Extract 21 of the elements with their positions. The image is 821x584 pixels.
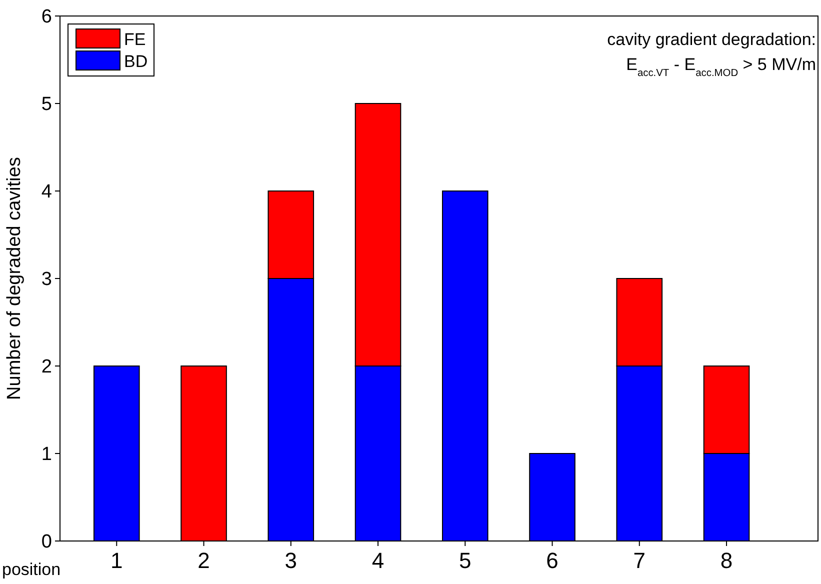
- x-tick-label: 3: [284, 548, 298, 573]
- x-tick-label: 5: [459, 548, 472, 573]
- annotation: E$_{acc.VT}$ - E$_{acc.MOD}$ > 5 MV/m: [626, 55, 816, 78]
- x-tick-label: 1: [110, 548, 123, 573]
- legend-label: FE: [124, 30, 146, 49]
- y-tick-label: 1: [41, 444, 52, 466]
- y-tick-label: 4: [41, 182, 52, 203]
- y-axis-title: Number of degraded cavities: [4, 157, 25, 400]
- x-tick-label: 2: [198, 548, 210, 573]
- y-tick-label: 3: [41, 269, 52, 290]
- x-axis-title: position: [2, 560, 61, 579]
- x-tick-label: 4: [372, 548, 384, 573]
- x-tick-label: 8: [720, 548, 733, 573]
- y-tick-label: 2: [41, 356, 52, 378]
- x-tick-label: 7: [633, 548, 646, 573]
- y-tick-label: 5: [41, 94, 52, 116]
- annotation: cavity gradient degradation:: [607, 30, 816, 49]
- x-tick-label: 6: [546, 548, 558, 573]
- y-tick-label: 0: [41, 532, 52, 553]
- legend-label: BD: [124, 52, 148, 71]
- y-tick-label: 6: [41, 6, 52, 28]
